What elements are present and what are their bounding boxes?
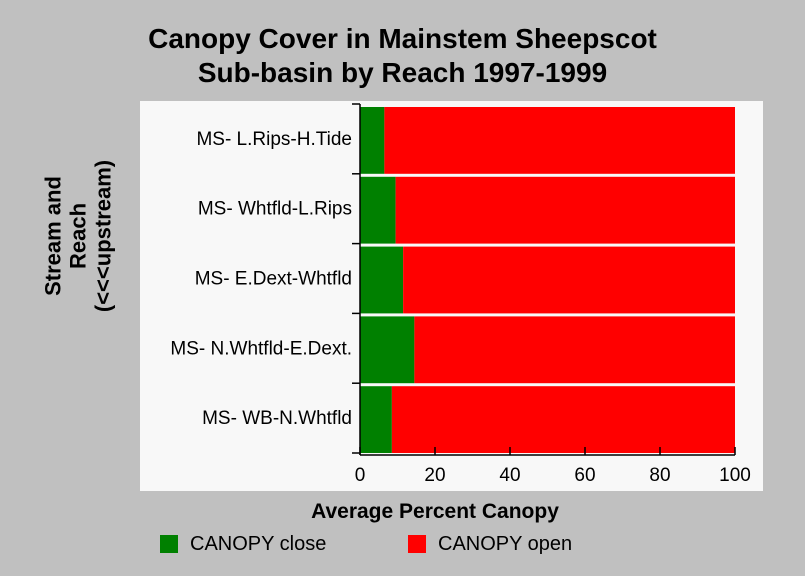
bar-canopy-close-2: [360, 246, 404, 314]
bar-canopy-close-3: [360, 316, 415, 384]
chart-title: Canopy Cover in Mainstem Sheepscot Sub-b…: [0, 22, 805, 90]
x-tick-label: 20: [424, 465, 445, 486]
x-tick-label: 0: [355, 465, 366, 486]
legend-item-canopy-open: CANOPY open: [408, 531, 572, 557]
legend-item-canopy-close: CANOPY close: [160, 531, 326, 557]
bar-canopy-close-1: [360, 176, 396, 244]
bar-canopy-close-4: [360, 386, 392, 453]
bar-canopy-close-0: [360, 107, 385, 174]
bar-canopy-open-3: [414, 316, 735, 384]
x-tick-label: 40: [499, 465, 520, 486]
bar-canopy-open-4: [391, 386, 735, 453]
legend-label-canopy-close: CANOPY close: [190, 532, 327, 555]
chart-title-line-1: Canopy Cover in Mainstem Sheepscot: [148, 23, 657, 54]
y-tick-label: MS- WB-N.Whtfld: [202, 408, 352, 429]
bar-canopy-open-1: [395, 176, 735, 244]
x-axis-label: Average Percent Canopy: [311, 500, 559, 523]
legend-swatch-canopy-open: [408, 535, 426, 553]
x-tick-label: 60: [574, 465, 595, 486]
y-tick-label: MS- Whtfld-L.Rips: [198, 199, 352, 220]
x-tick-label: 80: [649, 465, 670, 486]
x-tick-label: 100: [719, 465, 751, 486]
bar-canopy-open-2: [403, 246, 735, 314]
legend-swatch-canopy-close: [160, 535, 178, 553]
y-tick-label: MS- L.Rips-H.Tide: [196, 129, 352, 150]
bar-canopy-open-0: [384, 107, 735, 174]
y-tick-label: MS- N.Whtfld-E.Dext.: [170, 338, 352, 359]
legend-label-canopy-open: CANOPY open: [438, 532, 573, 555]
y-tick-label: MS- E.Dext-Whtfld: [195, 269, 352, 290]
chart-title-line-2: Sub-basin by Reach 1997-1999: [197, 57, 608, 88]
